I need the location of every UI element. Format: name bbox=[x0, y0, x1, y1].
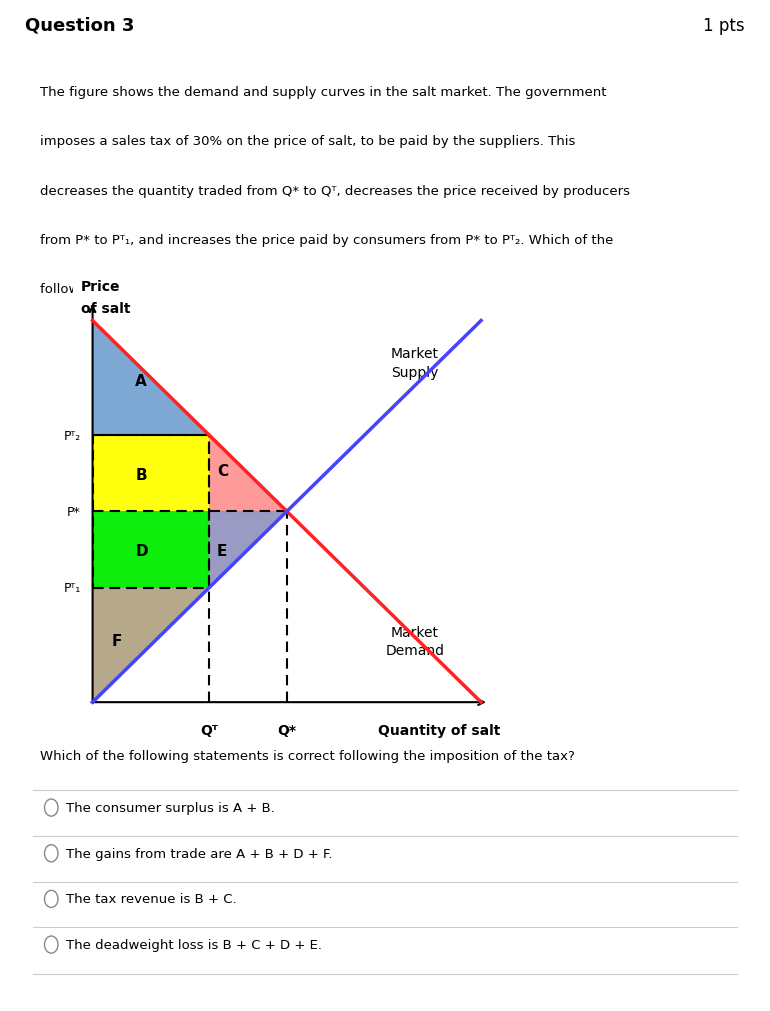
Polygon shape bbox=[92, 588, 209, 703]
Text: Pᵀ₂: Pᵀ₂ bbox=[64, 429, 81, 442]
Text: imposes a sales tax of 30% on the price of salt, to be paid by the suppliers. Th: imposes a sales tax of 30% on the price … bbox=[40, 134, 575, 148]
Polygon shape bbox=[92, 436, 209, 512]
Text: Question 3: Question 3 bbox=[25, 17, 135, 34]
Text: of salt: of salt bbox=[81, 302, 130, 316]
Text: Market
Supply: Market Supply bbox=[391, 347, 439, 379]
Text: The consumer surplus is A + B.: The consumer surplus is A + B. bbox=[66, 802, 275, 814]
Text: E: E bbox=[217, 544, 227, 559]
Text: following statements is correct following the imposition of the tax?: following statements is correct followin… bbox=[40, 283, 486, 296]
Text: Q*: Q* bbox=[277, 724, 296, 737]
Text: Which of the following statements is correct following the imposition of the tax: Which of the following statements is cor… bbox=[40, 749, 575, 762]
Text: F: F bbox=[112, 633, 122, 648]
Text: Qᵀ: Qᵀ bbox=[200, 724, 218, 737]
Polygon shape bbox=[209, 436, 286, 512]
Text: Pᵀ₁: Pᵀ₁ bbox=[64, 581, 81, 594]
Text: The deadweight loss is B + C + D + E.: The deadweight loss is B + C + D + E. bbox=[66, 938, 323, 951]
Text: The figure shows the demand and supply curves in the salt market. The government: The figure shows the demand and supply c… bbox=[40, 86, 607, 98]
Text: The tax revenue is B + C.: The tax revenue is B + C. bbox=[66, 893, 237, 906]
Text: Market
Demand: Market Demand bbox=[386, 625, 444, 657]
Text: P*: P* bbox=[67, 506, 81, 519]
Polygon shape bbox=[92, 321, 209, 436]
Polygon shape bbox=[92, 512, 209, 588]
Text: The gains from trade are A + B + D + F.: The gains from trade are A + B + D + F. bbox=[66, 847, 333, 860]
Text: Quantity of salt: Quantity of salt bbox=[378, 724, 500, 737]
Text: D: D bbox=[136, 544, 148, 559]
Text: decreases the quantity traded from Q* to Qᵀ, decreases the price received by pro: decreases the quantity traded from Q* to… bbox=[40, 184, 630, 197]
Text: A: A bbox=[136, 374, 147, 389]
Text: B: B bbox=[136, 467, 147, 482]
Text: Price: Price bbox=[81, 279, 120, 293]
Text: C: C bbox=[217, 464, 228, 478]
Text: 1 pts: 1 pts bbox=[703, 17, 745, 34]
Polygon shape bbox=[209, 512, 286, 588]
Text: from P* to Pᵀ₁, and increases the price paid by consumers from P* to Pᵀ₂. Which : from P* to Pᵀ₁, and increases the price … bbox=[40, 234, 614, 247]
